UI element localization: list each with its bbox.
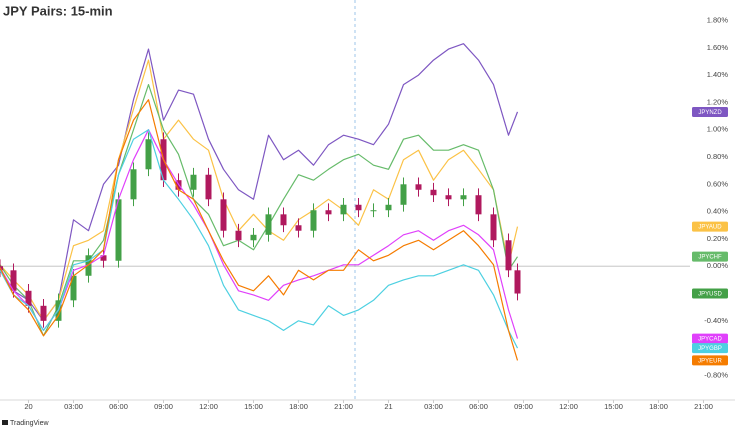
- y-tick-label: 1.80%: [707, 15, 729, 24]
- x-tick-label: 03:00: [424, 402, 443, 411]
- candle-body: [460, 195, 467, 200]
- x-tick-label: 20: [24, 402, 32, 411]
- x-tick-label: 06:00: [469, 402, 488, 411]
- y-tick-label: -0.80%: [704, 370, 728, 379]
- candle-body: [265, 214, 272, 235]
- legend-tag: [692, 251, 728, 262]
- x-tick-label: 06:00: [109, 402, 128, 411]
- candle-body: [490, 214, 497, 241]
- candle-body: [40, 305, 47, 321]
- y-tick-label: 1.20%: [707, 97, 729, 106]
- legend-tag-label: JPYNZD: [698, 110, 722, 116]
- candle-body: [10, 270, 17, 291]
- series-line: [0, 43, 519, 322]
- x-tick-label: 12:00: [199, 402, 218, 411]
- legend-tag: [692, 106, 728, 117]
- candle-body: [280, 214, 287, 226]
- y-tick-label: 1.40%: [707, 70, 729, 79]
- x-tick-label: 15:00: [604, 402, 623, 411]
- legend-tag-label: JPYEUR: [698, 358, 722, 364]
- candle-body: [385, 204, 392, 211]
- legend-tag-label: JPYCAD: [698, 337, 722, 343]
- candle-body: [250, 234, 257, 241]
- candle-body: [370, 210, 377, 212]
- candle-body: [205, 174, 212, 200]
- candle-body: [220, 199, 227, 231]
- y-tick-label: 1.60%: [707, 43, 729, 52]
- candle-body: [295, 225, 302, 231]
- candle-body: [145, 139, 152, 170]
- candle-body: [505, 240, 512, 271]
- legend-tag: [692, 288, 728, 299]
- candle-body: [70, 275, 77, 301]
- y-tick-label: 1.00%: [707, 125, 729, 134]
- candle-body: [190, 174, 197, 190]
- x-tick-label: 18:00: [289, 402, 308, 411]
- candle-body: [115, 199, 122, 261]
- x-tick-label: 15:00: [244, 402, 263, 411]
- x-tick-label: 21:00: [694, 402, 713, 411]
- candle-body: [430, 189, 437, 196]
- x-tick-label: 09:00: [514, 402, 533, 411]
- series-line: [0, 59, 519, 322]
- candle-body: [340, 204, 347, 215]
- legend-tag-label: JPYAUD: [698, 225, 722, 231]
- x-tick-label: 21:00: [334, 402, 353, 411]
- series-line: [0, 129, 519, 339]
- chart-title: JPY Pairs: 15-min: [3, 3, 113, 18]
- legend-tag-label: JPYUSD: [698, 292, 722, 298]
- candle-body: [100, 255, 107, 261]
- candle-body: [400, 184, 407, 205]
- x-tick-label: 03:00: [64, 402, 83, 411]
- candle-body: [25, 290, 32, 306]
- series-line: [0, 129, 519, 349]
- y-tick-label: 0.20%: [707, 234, 729, 243]
- x-tick-label: 18:00: [649, 402, 668, 411]
- series-line: [0, 99, 519, 361]
- legend-tag: [692, 333, 728, 344]
- x-tick-label: 12:00: [559, 402, 578, 411]
- candle-body: [445, 195, 452, 200]
- logo-icon: [2, 420, 8, 425]
- candle-body: [130, 169, 137, 200]
- plot-area: 1.80% 1.60% 1.40% 1.20% 1.00% 0.80% 0.60% 0.40%…: [0, 15, 728, 411]
- candle-body: [415, 184, 422, 190]
- x-tick-label: 21: [384, 402, 392, 411]
- y-tick-label: 0.40%: [707, 207, 729, 216]
- legend-tag: [692, 343, 728, 354]
- candle-body: [0, 266, 3, 271]
- legend-tag: [692, 355, 728, 366]
- y-tick-label: -0.40%: [704, 316, 728, 325]
- source-watermark: TradingView: [10, 420, 49, 427]
- candle-body: [310, 210, 317, 231]
- y-tick-label: 0.80%: [707, 152, 729, 161]
- candle-body: [475, 195, 482, 215]
- y-tick-label: 0.00%: [707, 261, 729, 270]
- legend-tag-label: JPYCHF: [698, 255, 722, 261]
- legend-tag: [692, 221, 728, 232]
- candle-body: [325, 210, 332, 215]
- candle-body: [514, 270, 521, 294]
- legend-tag-label: JPYGBP: [698, 346, 722, 352]
- candle-body: [355, 204, 362, 211]
- candle-body: [235, 230, 242, 241]
- y-tick-label: 0.60%: [707, 179, 729, 188]
- x-tick-label: 09:00: [154, 402, 173, 411]
